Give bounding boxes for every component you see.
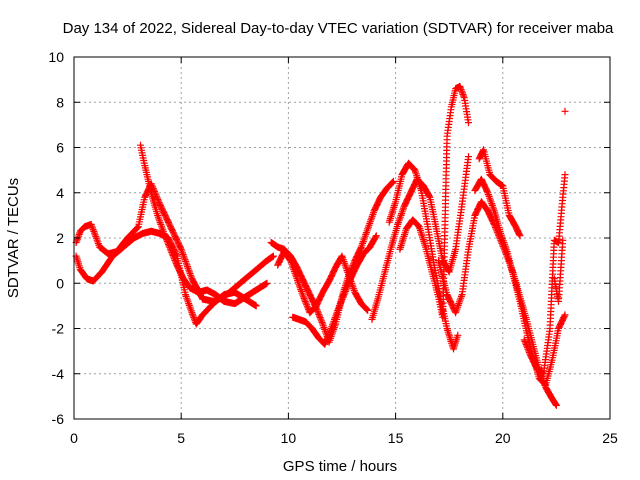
series-track-8 xyxy=(385,159,462,353)
x-axis-label: GPS time / hours xyxy=(283,458,397,475)
y-tick-label: -2 xyxy=(52,321,65,337)
series-track-3 xyxy=(137,141,271,308)
series-track-14 xyxy=(550,236,567,305)
y-tick-label: -4 xyxy=(52,366,65,382)
x-tick-label: 25 xyxy=(602,430,618,446)
y-tick-label: 4 xyxy=(56,185,64,201)
series-track-11 xyxy=(475,146,524,240)
y-tick-label: 2 xyxy=(56,230,64,246)
series-track-13 xyxy=(520,171,569,378)
y-tick-label: 10 xyxy=(48,49,64,65)
x-tick-label: 15 xyxy=(388,430,404,446)
y-axis-label: SDTVAR / TECUs xyxy=(5,178,22,298)
series-track-15 xyxy=(561,107,569,115)
axis-ticks: 0 5 10 15 20 25 -6 -4 -2 0 2 4 6 8 10 xyxy=(48,49,618,446)
x-tick-label: 20 xyxy=(495,430,511,446)
x-tick-label: 0 xyxy=(70,430,78,446)
grid-lines xyxy=(74,57,610,419)
series-track-4 xyxy=(267,177,397,346)
data-points xyxy=(72,82,569,409)
series-track-5 xyxy=(274,248,372,317)
x-tick-label: 10 xyxy=(281,430,297,446)
chart-title: Day 134 of 2022, Sidereal Day-to-day VTE… xyxy=(63,20,614,37)
series-track-1 xyxy=(72,180,277,305)
y-tick-label: 8 xyxy=(56,94,64,110)
x-tick-label: 5 xyxy=(177,430,185,446)
series-track-9 xyxy=(396,82,472,321)
y-tick-label: -6 xyxy=(52,411,65,427)
y-tick-label: 6 xyxy=(56,140,64,156)
series-track-6 xyxy=(289,232,380,348)
y-tick-label: 0 xyxy=(56,275,64,291)
